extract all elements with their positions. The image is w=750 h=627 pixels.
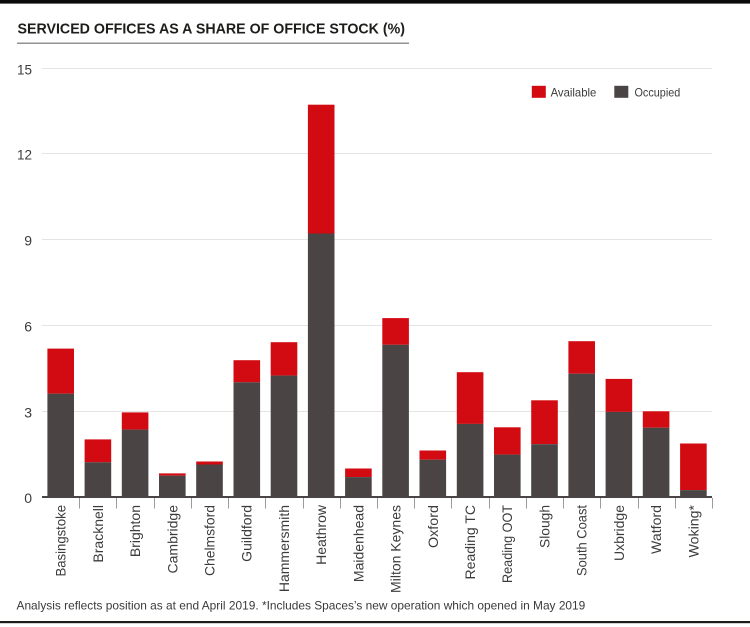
- svg-text:Oxford: Oxford: [425, 505, 441, 548]
- svg-text:South Coast: South Coast: [574, 505, 590, 576]
- svg-text:Guildford: Guildford: [239, 505, 255, 562]
- svg-text:Maidenhead: Maidenhead: [350, 505, 366, 582]
- svg-text:Occupied: Occupied: [635, 86, 681, 100]
- svg-text:0: 0: [24, 490, 32, 506]
- svg-text:Analysis reflects position as: Analysis reflects position as at end Apr…: [17, 599, 586, 613]
- svg-text:9: 9: [24, 233, 32, 249]
- svg-text:Reading TC: Reading TC: [462, 505, 478, 579]
- svg-text:Uxbridge: Uxbridge: [611, 505, 627, 561]
- svg-text:15: 15: [17, 62, 32, 78]
- svg-text:Watford: Watford: [648, 505, 664, 554]
- svg-text:Hammersmith: Hammersmith: [276, 505, 292, 592]
- svg-text:Basingstoke: Basingstoke: [53, 505, 69, 577]
- svg-text:Available: Available: [551, 86, 597, 100]
- svg-text:6: 6: [24, 319, 32, 335]
- svg-text:3: 3: [24, 405, 32, 421]
- svg-text:Milton Keynes: Milton Keynes: [388, 505, 404, 593]
- svg-text:SERVICED OFFICES AS A SHARE OF: SERVICED OFFICES AS A SHARE OF OFFICE ST…: [18, 21, 406, 38]
- svg-text:12: 12: [17, 147, 32, 163]
- svg-text:Brighton: Brighton: [127, 505, 143, 557]
- svg-text:Reading OOT: Reading OOT: [499, 505, 515, 583]
- svg-text:Bracknell: Bracknell: [90, 505, 106, 563]
- svg-text:Heathrow: Heathrow: [313, 504, 329, 565]
- svg-text:Cambridge: Cambridge: [164, 505, 180, 574]
- svg-text:Woking*: Woking*: [685, 504, 701, 557]
- svg-text:Chelmsford: Chelmsford: [202, 505, 218, 576]
- svg-text:Slough: Slough: [537, 505, 553, 548]
